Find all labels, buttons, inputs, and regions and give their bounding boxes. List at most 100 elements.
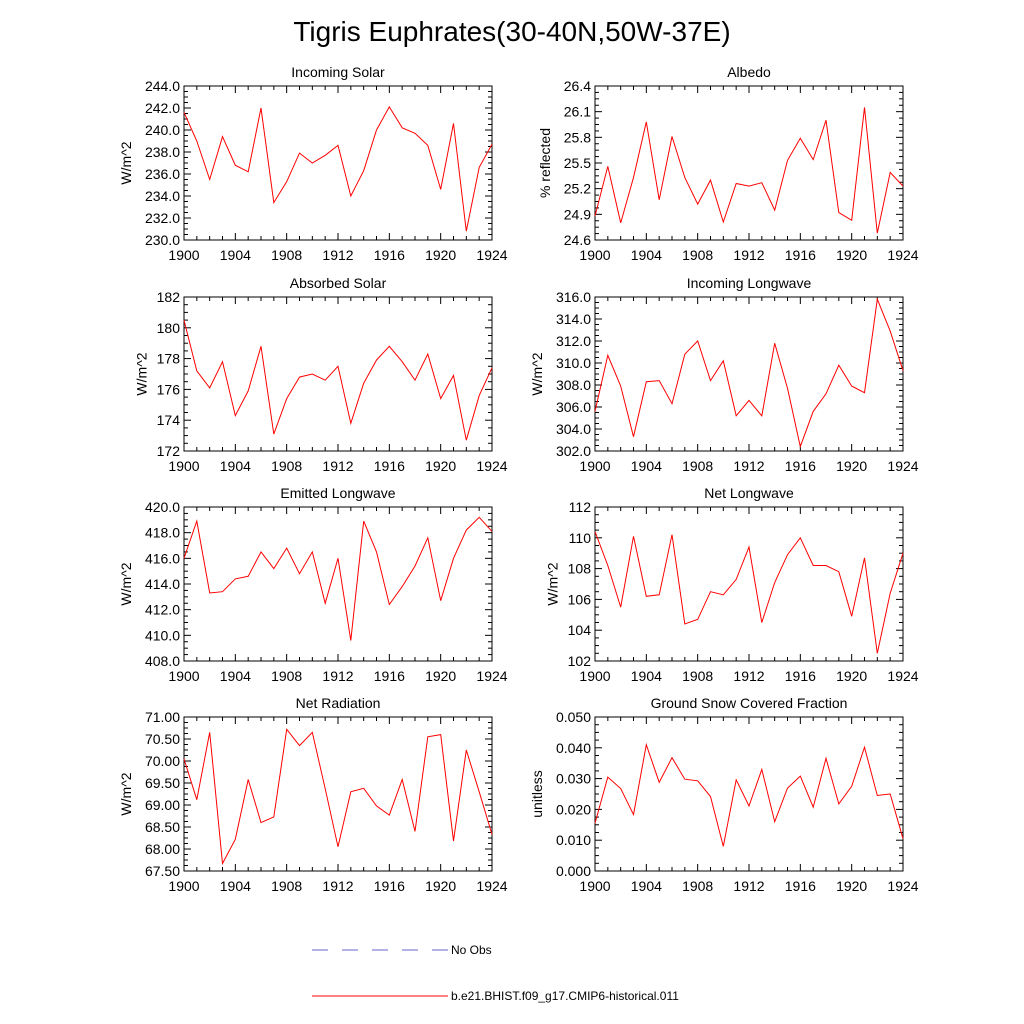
x-tick-label: 1908 [682, 247, 713, 263]
x-tick-label: 1900 [579, 458, 610, 474]
x-tick-label: 1900 [168, 458, 199, 474]
y-tick-label: 236.0 [145, 166, 180, 182]
x-tick-label: 1908 [271, 668, 302, 684]
y-tick-label: 314.0 [556, 311, 591, 327]
x-tick-label: 1908 [271, 247, 302, 263]
x-tick-label: 1908 [271, 878, 302, 894]
y-tick-label: 70.50 [145, 731, 180, 747]
x-tick-label: 1904 [220, 878, 251, 894]
panels: Incoming Solar 1900 1904 1908 1912 1916 1920 19… [118, 64, 919, 894]
x-tick-label: 1916 [785, 458, 816, 474]
x-tick-label: 1912 [733, 247, 764, 263]
y-tick-label: 25.2 [564, 181, 591, 197]
y-tick-label: 0.040 [556, 740, 591, 756]
plot-frame [594, 716, 904, 872]
y-tick-label: 230.0 [145, 232, 180, 248]
y-tick-label: 182 [157, 289, 181, 305]
x-tick-label: 1912 [733, 668, 764, 684]
panel-incoming-longwave: Incoming Longwave 1900 1904 1908 1912 1916 192… [529, 275, 919, 474]
y-tick-label: 306.0 [556, 399, 591, 415]
x-tick-label: 1924 [476, 247, 507, 263]
x-tick-label: 1904 [631, 247, 662, 263]
x-tick-label: 1900 [168, 668, 199, 684]
series-line-incoming-longwave [594, 297, 904, 449]
x-tick-label: 1924 [476, 668, 507, 684]
x-tick-label: 1916 [374, 247, 405, 263]
y-tick-label: 242.0 [145, 100, 180, 116]
plot-frame [594, 506, 904, 662]
y-tick-label: 176 [157, 381, 181, 397]
y-tick-label: 310.0 [556, 355, 591, 371]
y-tick-label: 0.030 [556, 771, 591, 787]
x-tick-label: 1900 [579, 878, 610, 894]
y-tick-label: 70.00 [145, 753, 180, 769]
y-axis-label: W/m^2 [529, 352, 545, 395]
y-tick-label: 24.9 [564, 206, 591, 222]
x-tick-label: 1924 [887, 878, 918, 894]
panel-albedo: Albedo 1900 1904 1908 1912 1916 1920 1924 24.6 24… [537, 64, 919, 263]
y-tick-label: 244.0 [145, 78, 180, 94]
panel-net-radiation: Net Radiation 1900 1904 1908 1912 1916 1920 192… [118, 695, 508, 894]
x-tick-label: 1912 [733, 458, 764, 474]
plot-frame [594, 296, 904, 452]
x-tick-label: 1916 [374, 878, 405, 894]
y-tick-label: 71.00 [145, 709, 180, 725]
x-tick-label: 1904 [220, 458, 251, 474]
y-tick-label: 26.4 [564, 78, 591, 94]
panel-title: Net Radiation [296, 695, 381, 711]
y-tick-label: 110 [569, 530, 592, 546]
x-tick-label: 1920 [425, 878, 456, 894]
y-tick-label: 316.0 [556, 289, 591, 305]
y-tick-label: 24.6 [564, 232, 591, 248]
y-tick-label: 412.0 [145, 602, 180, 618]
x-tick-label: 1904 [631, 668, 662, 684]
panel-title: Albedo [727, 64, 771, 80]
y-tick-label: 25.8 [564, 129, 591, 145]
panel-title: Ground Snow Covered Fraction [651, 695, 848, 711]
y-axis-label: W/m^2 [134, 352, 150, 395]
y-tick-label: 108 [568, 561, 592, 577]
y-tick-label: 25.5 [564, 155, 591, 171]
x-tick-label: 1908 [682, 458, 713, 474]
legend-obs-label: No Obs [451, 943, 492, 957]
y-tick-label: 0.050 [556, 709, 591, 725]
x-tick-label: 1916 [785, 668, 816, 684]
panel-net-longwave: Net Longwave 1900 1904 1908 1912 1916 1920 1924… [545, 485, 919, 684]
y-tick-label: 0.010 [556, 832, 591, 848]
legend: No Obs b.e21.BHIST.f09_g17.CMIP6-histori… [312, 943, 679, 1003]
x-tick-label: 1912 [322, 878, 353, 894]
y-tick-label: 232.0 [145, 210, 180, 226]
y-tick-label: 408.0 [145, 653, 180, 669]
x-tick-label: 1908 [682, 878, 713, 894]
y-tick-label: 69.50 [145, 775, 180, 791]
y-tick-label: 68.00 [145, 841, 180, 857]
panel-absorbed-solar: Absorbed Solar 1900 1904 1908 1912 1916 1920 19… [134, 275, 508, 474]
x-tick-label: 1904 [631, 458, 662, 474]
series-line-incoming-solar [183, 105, 493, 232]
x-tick-label: 1904 [220, 247, 251, 263]
x-tick-label: 1920 [836, 668, 867, 684]
x-tick-label: 1916 [785, 878, 816, 894]
x-tick-label: 1924 [476, 878, 507, 894]
y-tick-label: 172 [157, 443, 181, 459]
y-tick-label: 69.00 [145, 797, 180, 813]
y-tick-label: 174 [157, 412, 181, 428]
y-tick-label: 414.0 [145, 576, 180, 592]
y-tick-label: 416.0 [145, 550, 180, 566]
figure-title: Tigris Euphrates(30-40N,50W-37E) [293, 16, 730, 47]
x-tick-label: 1920 [836, 247, 867, 263]
x-tick-label: 1924 [887, 247, 918, 263]
y-tick-label: 0.000 [556, 863, 591, 879]
y-tick-label: 240.0 [145, 122, 180, 138]
x-tick-label: 1900 [168, 878, 199, 894]
y-axis-label: % reflected [537, 128, 553, 198]
y-tick-label: 238.0 [145, 144, 180, 160]
panel-incoming-solar: Incoming Solar 1900 1904 1908 1912 1916 1920 19… [118, 64, 508, 263]
y-tick-label: 26.1 [564, 104, 591, 120]
x-tick-label: 1904 [631, 878, 662, 894]
panel-title: Net Longwave [704, 485, 794, 501]
x-tick-label: 1900 [579, 247, 610, 263]
y-tick-label: 420.0 [145, 499, 180, 515]
panel-emitted-longwave: Emitted Longwave 1900 1904 1908 1912 1916 1920… [118, 485, 508, 684]
